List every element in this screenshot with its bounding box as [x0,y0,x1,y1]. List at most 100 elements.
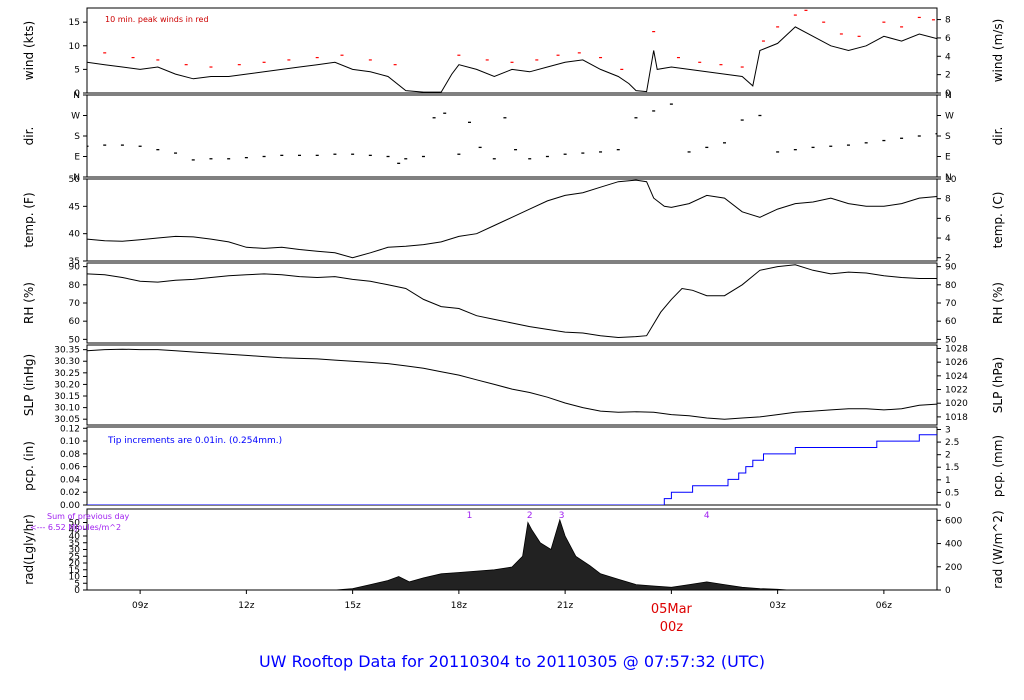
left-tick-label: S [74,132,80,142]
right-tick-label: 1.5 [945,463,959,473]
right-tick-label: 1022 [945,386,968,396]
right-tick-label: 1024 [945,372,968,382]
left-tick-label: 30.15 [54,392,80,402]
left-tick-label: N [73,91,80,101]
left-tick-label: 40 [69,532,81,542]
right-tick-label: 10 [945,175,957,185]
left-tick-label: 5 [74,65,80,75]
right-tick-label: 80 [945,281,957,291]
left-tick-label: 0 [74,586,80,596]
ylabel-right: temp. (C) [991,192,1005,249]
left-tick-label: 30.30 [54,357,80,367]
left-tick-label: 0.10 [60,437,80,447]
left-tick-label: 0.00 [60,501,80,511]
left-tick-label: 15 [69,566,80,576]
radiation-sum-label: Sum of previous day [47,512,129,521]
series-group [87,103,937,164]
panel-wind: 0 5 10 15 0 2 4 6 8 wind (kts) wind (m/s) 10 min. p… [22,7,1005,99]
right-tick-label: 1018 [945,413,968,423]
right-tick-label: N [945,173,952,183]
ylabel-left: pcp. (in) [22,441,36,491]
series-group [87,434,937,505]
left-tick-label: 0.08 [60,450,80,460]
radiation-marker: 4 [704,511,710,521]
wind-annotation: 10 min. peak winds in red [105,15,209,24]
left-tick-label: 0.04 [60,475,80,485]
left-tick-label: 70 [69,299,81,309]
x-tick-label: 09z [132,601,148,611]
date-label-day: 05Mar [651,602,693,617]
radiation-area [334,518,789,590]
left-tick-label: 10 [69,573,81,583]
panel-frame [86,178,938,262]
left-tick-label: N [73,173,80,183]
panel-frame [86,7,938,94]
ylabel-left: wind (kts) [22,21,36,80]
radiation-marker: 1 [467,511,473,521]
left-tick-label: 30.25 [54,369,80,379]
right-tick-label: 1026 [945,358,968,368]
right-tick-label: 1028 [945,344,968,354]
x-tick-label: 18z [451,601,467,611]
panel-pcp: 0.00 0.02 0.04 0.06 0.08 0.10 0.12 0 0.5 1 1.5 2 2.5… [22,424,1005,511]
radiation-marker: 2 [527,511,533,521]
right-tick-label: 60 [945,317,957,327]
left-tick-label: 0.06 [60,463,80,473]
ylabel-right: wind (m/s) [991,19,1005,83]
left-tick-label: 40 [69,230,81,240]
left-tick-label: 35 [69,257,80,267]
left-tick-label: 15 [69,18,80,28]
right-tick-label: 1020 [945,399,968,409]
series-group [87,9,937,93]
left-tick-label: 35 [69,539,80,549]
right-tick-label: 2 [945,451,951,461]
right-tick-label: S [945,132,951,142]
left-tick-label: 0.12 [60,424,80,434]
right-tick-label: 1 [945,476,951,486]
panel-frame [86,94,938,178]
right-tick-label: 0 [945,89,951,99]
x-tick-label: 06z [876,601,892,611]
x-tick-label: 21z [557,601,573,611]
panel-frame [86,262,938,344]
right-tick-label: 90 [945,263,957,273]
ylabel-right: pcp. (mm) [991,435,1005,497]
series-line [87,26,937,93]
left-tick-label: 60 [69,317,81,327]
right-tick-label: 2 [945,254,951,264]
series-group [87,348,937,420]
ylabel-left: temp. (F) [22,192,36,247]
right-tick-label: 70 [945,299,957,309]
left-tick-label: 20 [69,559,81,569]
left-tick-label: 45 [69,202,80,212]
right-tick-label: 50 [945,335,957,345]
ylabel-right: SLP (hPa) [991,357,1005,413]
right-tick-label: 6 [945,34,951,44]
left-tick-label: W [71,112,80,122]
left-tick-label: 90 [69,263,81,273]
right-tick-label: W [945,112,954,122]
right-tick-label: 2.5 [945,438,959,448]
left-tick-label: 5 [74,579,80,589]
right-tick-label: 2 [945,71,951,81]
x-tick-label: 15z [345,601,361,611]
series-line [87,264,937,339]
left-tick-label: 25 [69,552,80,562]
radiation-sum-value: <--- 6.52 MJoules/m^2 [30,523,121,532]
left-tick-label: 50 [69,335,81,345]
ylabel-left: RH (%) [22,282,36,324]
right-tick-label: 0 [945,501,951,511]
panel-rad: 051015202530354045500200400600rad(Lgly/h… [22,508,1005,596]
ylabel-right: dir. [991,127,1005,146]
series-line [87,179,937,259]
series-group [334,518,789,590]
chart-title: UW Rooftop Data for 20110304 to 20110305… [259,652,765,671]
ylabel-left: dir. [22,127,36,146]
right-tick-label: 6 [945,214,951,224]
time-axis: 09z 12z 15z 18z 21z 03z 06z 05Mar 00z [132,590,892,635]
right-tick-label: 8 [945,16,951,26]
